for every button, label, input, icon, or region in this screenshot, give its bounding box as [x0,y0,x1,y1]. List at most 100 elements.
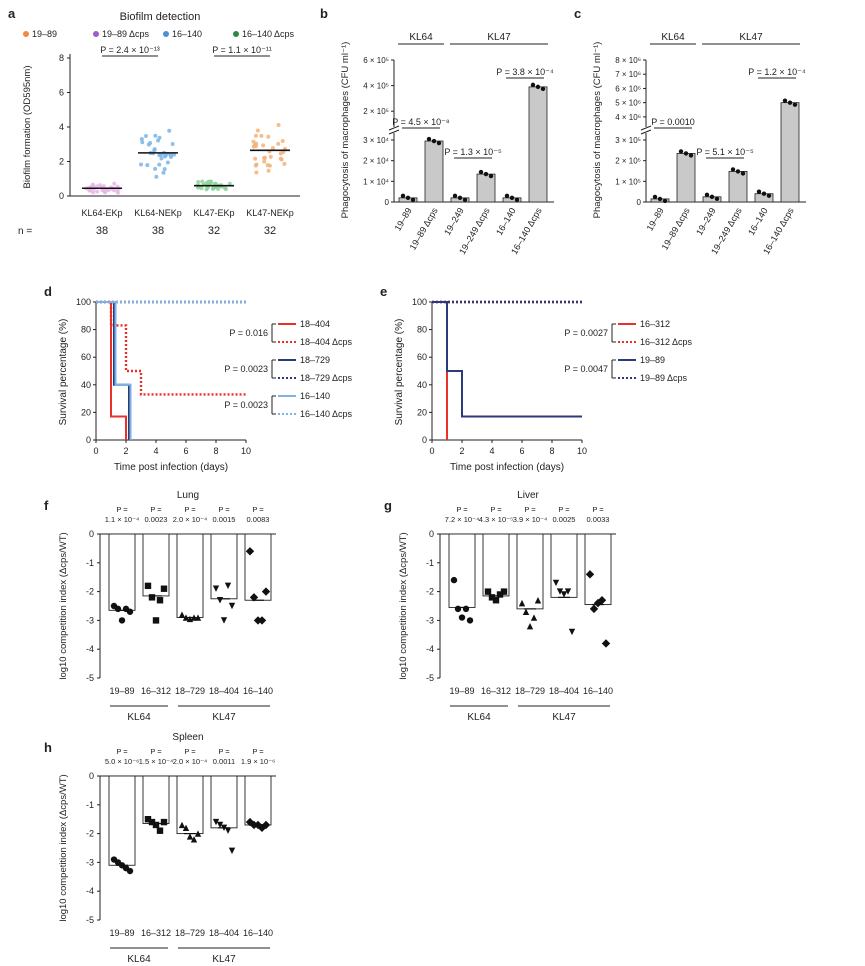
data-point [212,181,217,186]
data-point [182,824,190,832]
data-point [112,188,117,193]
data-point [97,183,102,188]
x-tick-label: 16–312 [141,928,171,938]
y-tick-label: -3 [426,615,434,625]
x-tick-label: 16–140 [583,686,613,696]
data-point [165,160,170,165]
group-label: KL64 [127,712,151,723]
data-point [518,599,526,607]
y-tick-label: 0 [385,198,390,207]
p-prefix: P = [456,505,468,514]
bar [528,86,548,203]
p-prefix: P = [218,747,230,756]
n-value: 32 [264,225,276,237]
bar [476,173,496,203]
bar [728,171,748,203]
data-point [709,194,715,200]
data-point [156,827,164,834]
p-prefix: P = [592,505,604,514]
data-point [161,170,166,175]
bar [482,533,510,597]
data-point [262,159,267,164]
data-point [200,179,205,184]
y-tick-label: 1 × 10⁴ [363,177,389,186]
y-tick-label: 40 [81,380,91,390]
y-tick-label: -5 [86,915,94,925]
bar [210,533,238,600]
data-point [522,608,530,615]
legend-label: 16–140 [300,391,330,401]
data-point [662,198,668,204]
legend-label: 19–89 Δcps [640,373,688,383]
axis-break-mark [388,129,400,135]
data-point [704,192,710,198]
p-value: P = 0.016 [229,328,268,338]
data-point [466,617,474,624]
data-point [683,151,689,156]
data-point [163,153,168,158]
data-point [535,84,541,90]
bar [424,140,444,203]
data-point [262,156,267,161]
y-tick-label: 2 × 10⁵ [363,107,389,116]
data-point [556,588,564,595]
data-point [157,153,162,158]
axis-break-mark [640,129,652,135]
p-prefix: P = [116,747,128,756]
y-tick-label: 4 × 10⁵ [363,82,389,91]
legend-label: 19–89 [640,355,665,365]
data-point [259,133,264,138]
x-tick-label: 10 [241,446,251,456]
axis-break [389,127,559,133]
data-point [740,171,746,176]
data-point [735,169,741,174]
y-tick-label: -1 [86,800,94,810]
panel-letter-c: c [574,6,581,21]
data-point [597,596,607,605]
y-tick-label: -1 [86,558,94,568]
data-point [500,588,508,595]
y-tick-label: 2 × 10⁵ [615,157,641,166]
y-tick-label: -2 [86,587,94,597]
data-point [266,168,271,173]
y-tick-label: 100 [412,297,427,307]
data-point [585,570,595,579]
group-label: KL47 [552,712,576,723]
data-point [245,547,255,556]
y-tick-label: 80 [81,325,91,335]
y-tick-label: 1 × 10⁵ [615,177,641,186]
data-point [101,184,106,189]
panel-title: Lung [177,490,199,501]
x-tick-label: 0 [429,446,434,456]
data-point [194,614,202,621]
x-tick-label: 2 [459,446,464,456]
data-point [405,195,411,201]
data-point [688,153,694,158]
legend-label: 16–140 Δcps [242,29,295,39]
p-prefix: P = [218,505,230,514]
bar [176,533,204,618]
data-point [268,154,273,159]
data-point [462,605,470,613]
y-tick-label: -4 [426,644,434,654]
y-axis-label: Phagocytosis of macrophages (CFU ml⁻¹) [592,42,603,219]
p-value: P = 1.2 × 10⁻⁴ [748,67,806,77]
panel-letter-h: h [44,740,52,755]
data-point [144,816,152,823]
data-point [196,180,201,185]
data-point [152,148,157,153]
y-tick-label: 3 × 10⁴ [363,136,389,145]
x-tick-label: KL64-EKp [81,208,122,218]
y-tick-label: 0 [422,435,427,445]
data-point [228,602,236,610]
legend-label: 18–729 [300,355,330,365]
p-value: P = 4.5 × 10⁻⁸ [392,117,450,127]
data-point [279,157,284,162]
x-axis-label: Time post infection (days) [450,462,564,473]
legend-label: 19–89 Δcps [102,29,150,39]
data-point [782,98,788,103]
x-tick-label: 16–140 [494,206,518,237]
x-tick-label: 18–404 [209,686,239,696]
data-point [496,591,504,598]
y-tick-label: -2 [86,829,94,839]
